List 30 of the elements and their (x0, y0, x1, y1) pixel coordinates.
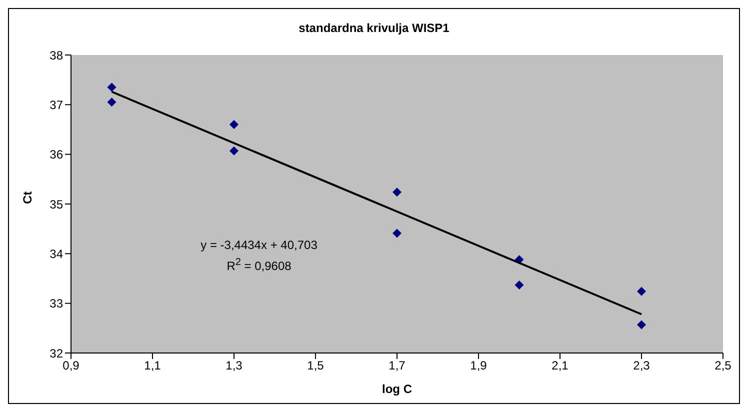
annotation: R$^{2}$ = 0,9608 (226, 256, 292, 275)
point (230, 146, 238, 156)
y-tick-label: 32 (50, 346, 64, 360)
annotation: y = -3,4434x + 40,703 (200, 237, 318, 254)
y-tick-label: 38 (50, 48, 64, 62)
point (107, 98, 116, 107)
x-tick-label: 1,1 (144, 358, 162, 373)
x-axis-title: log C (382, 382, 412, 396)
y-tick-label: 35 (50, 197, 64, 212)
point (514, 280, 524, 290)
y-tick-label: 36 (50, 148, 64, 162)
y-tick-label: 34 (50, 246, 64, 261)
x-tick-label: 1,7 (388, 358, 406, 373)
point (637, 320, 646, 330)
x-tick-label: 1,3 (226, 358, 243, 373)
y-tick-label: 33 (50, 296, 64, 311)
y-axis-title: Ct (20, 191, 34, 204)
y-tick-label: 37 (50, 98, 64, 112)
point (392, 188, 402, 197)
x-tick-label: 2,3 (633, 358, 650, 373)
x-tick-label: 1,5 (307, 358, 324, 373)
chart-title: standardna krivulja WISP1 (298, 21, 450, 35)
point (107, 82, 116, 92)
x-tick-label: 2,5 (714, 358, 732, 373)
point (230, 120, 238, 130)
x-tick-label: 2,1 (552, 358, 569, 373)
x-tick-label: 0,9 (62, 358, 80, 373)
point (392, 228, 402, 238)
point (637, 286, 646, 296)
x-tick-label: 1,9 (470, 358, 488, 373)
